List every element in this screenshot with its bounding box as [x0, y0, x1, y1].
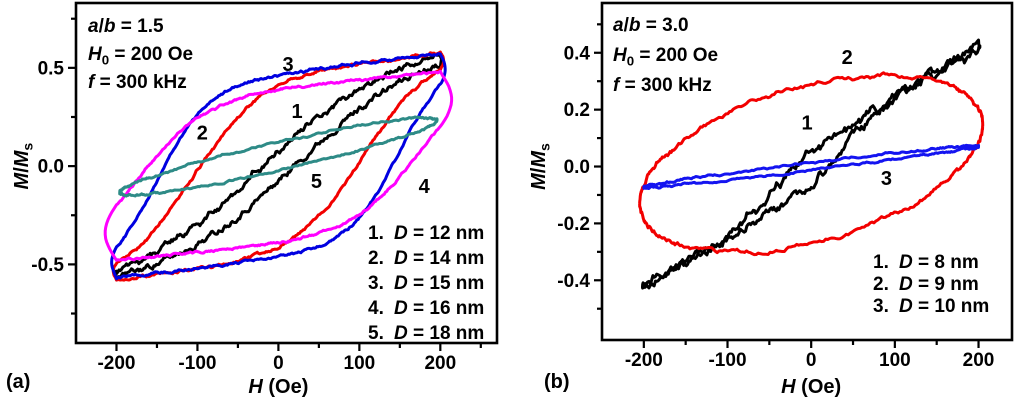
legend-number: 3. [873, 296, 889, 317]
legend-entry: D = 12 nm [394, 223, 484, 244]
legend-entry: D = 16 nm [394, 298, 484, 319]
curve-number-label: 1 [291, 101, 302, 123]
axis-ticks [68, 17, 482, 351]
y-tick-label: -0.4 [557, 271, 590, 292]
x-tick-label: 0 [273, 353, 284, 374]
legend-entry: D = 9 nm [899, 274, 979, 295]
curve-number-label: 5 [311, 171, 322, 193]
legend-number: 2. [873, 274, 889, 295]
legend-entry: D = 10 nm [899, 296, 989, 317]
panel-label-a: (a) [6, 371, 31, 393]
panel-a-chart: -200 -100 0 100 200 0.5 0.0 -0.5 H (Oe) M/Ms 1 2 3 4 5… [11, 1, 499, 398]
curves [103, 50, 454, 282]
curve-number-label: 2 [197, 123, 208, 145]
x-axis-label: H (Oe) [781, 376, 841, 398]
legend-number: 3. [368, 273, 384, 294]
annotation-line: a/b = 3.0 [613, 15, 689, 36]
y-tick-label: 0.4 [564, 43, 591, 64]
curve-3-D-10-nm [642, 143, 981, 191]
annotation-line: f = 300 kHz [88, 72, 187, 93]
y-tick-label: 0.0 [564, 157, 590, 178]
y-axis-label: M/Ms [528, 143, 553, 190]
annotation-line: H0 = 200 Oe [88, 44, 193, 68]
x-tick-label: -100 [178, 353, 216, 374]
y-tick-label: -0.5 [31, 255, 64, 276]
legend-number: 5. [368, 323, 384, 344]
curve-number-label: 3 [881, 168, 892, 190]
annotation-line: f = 300 kHz [613, 75, 712, 96]
curve-number-label: 2 [842, 47, 853, 69]
legend-entry: D = 8 nm [899, 252, 979, 273]
curve-1-D-8-nm [641, 38, 982, 290]
x-tick-label: -200 [625, 350, 663, 371]
panel-b-chart: -200 -100 0 100 200 0.4 0.2 0.0 -0.2 -0.4 H (Oe) M/… [528, 1, 1014, 398]
legend-number: 1. [873, 252, 889, 273]
plot-frame [600, 1, 1014, 342]
x-tick-label: -200 [97, 353, 135, 374]
plot-frame [74, 1, 499, 345]
legend-entry: D = 18 nm [394, 323, 484, 344]
y-tick-label: -0.2 [557, 214, 590, 235]
y-tick-label: 0.2 [564, 100, 590, 121]
curve-4-D-16-nm [103, 69, 454, 262]
x-tick-label: -100 [708, 350, 746, 371]
x-tick-label: 0 [806, 350, 817, 371]
annotation-line: a/b = 1.5 [88, 16, 164, 37]
legend-entry: D = 15 nm [394, 273, 484, 294]
x-axis-label: H (Oe) [248, 376, 308, 398]
legend-number: 4. [368, 298, 384, 319]
curve-2-D-9-nm [638, 71, 985, 257]
curve-number-label: 1 [801, 112, 812, 134]
curve-number-label: 3 [283, 54, 294, 76]
axis-ticks [594, 23, 980, 348]
legend-number: 2. [368, 248, 384, 269]
panel-label-b: (b) [544, 371, 570, 393]
legend-number: 1. [368, 223, 384, 244]
y-tick-label: 0.0 [38, 157, 64, 178]
x-tick-label: 100 [879, 350, 911, 371]
x-tick-label: 200 [963, 350, 995, 371]
curve-3-D-15-nm [110, 52, 447, 281]
x-tick-label: 100 [344, 353, 376, 374]
y-axis-label: M/Ms [11, 143, 36, 190]
x-tick-label: 200 [424, 353, 456, 374]
curve-number-label: 4 [419, 176, 431, 198]
y-tick-label: 0.5 [38, 58, 65, 79]
legend-entry: D = 14 nm [394, 248, 484, 269]
curves [638, 38, 985, 290]
curve-5-D-18-nm [118, 115, 439, 198]
annotation-line: H0 = 200 Oe [613, 45, 718, 69]
